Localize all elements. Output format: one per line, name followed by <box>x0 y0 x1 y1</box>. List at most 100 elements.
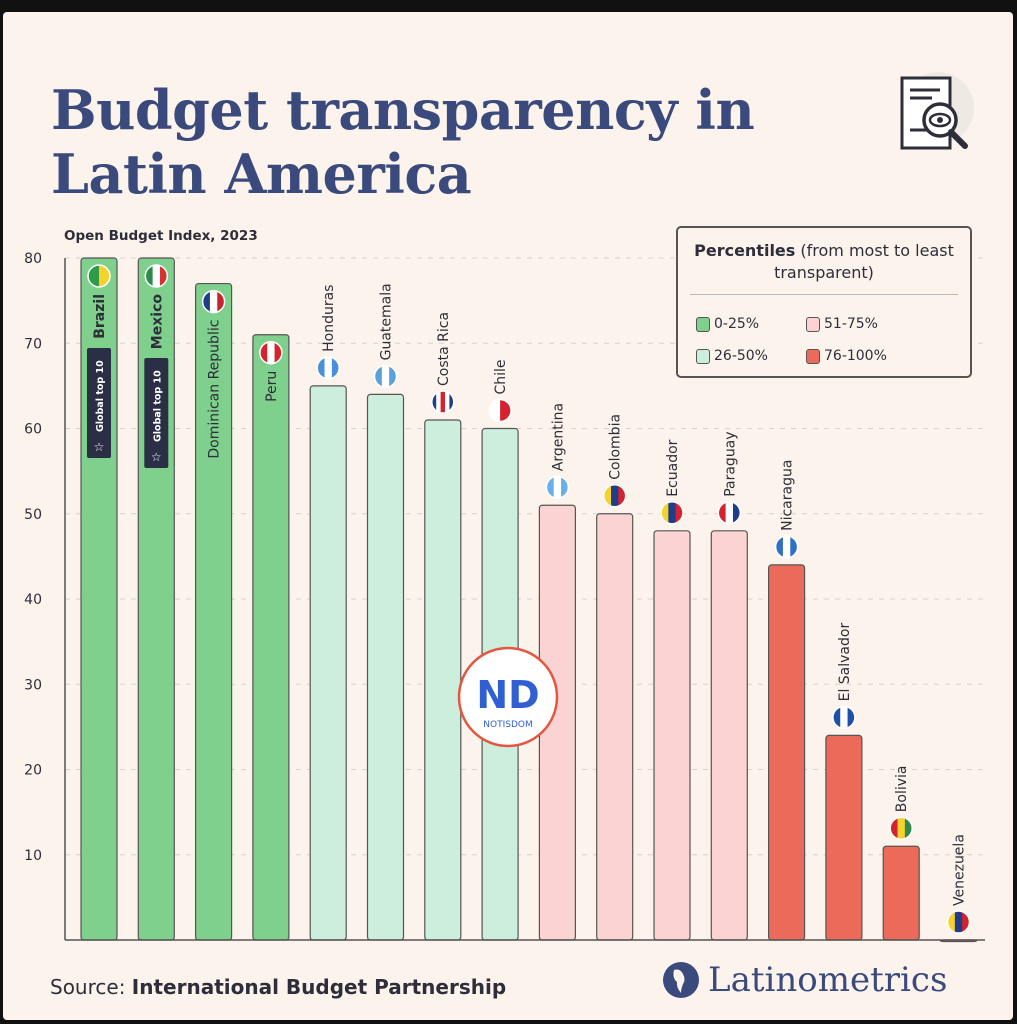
y-tick-label: 20 <box>24 763 42 779</box>
legend-swatch <box>806 348 820 364</box>
latinometrics-logo: Latinometrics <box>662 960 947 1000</box>
flag-stripe <box>381 365 390 388</box>
country-label: Nicaragua <box>780 460 796 531</box>
flag-stripe <box>389 365 397 388</box>
flag-icon <box>431 390 455 414</box>
legend-divider <box>690 294 958 295</box>
flag-stripe <box>668 501 677 524</box>
legend-swatch <box>806 316 820 332</box>
flag-border <box>774 535 799 559</box>
flag-border <box>144 264 169 288</box>
flag-stripe <box>152 265 161 287</box>
flag-stripe <box>440 390 446 413</box>
flag-stripe <box>331 356 340 379</box>
bar-group-bolivia: Bolivia <box>882 766 920 941</box>
flag-stripe <box>725 501 734 524</box>
y-axis-label: Open Budget Index, 2023 <box>64 228 258 244</box>
legend-swatch <box>696 316 710 332</box>
flag-border <box>832 705 856 730</box>
country-label: Peru <box>264 371 280 402</box>
star-icon: ☆ <box>151 450 162 464</box>
flag-stripe <box>217 290 225 313</box>
page-title: Budget transparency in Latin America <box>51 78 755 206</box>
flag-icon <box>545 475 570 499</box>
flag-stripe <box>661 501 669 524</box>
source-note: Source: International Budget Partnership <box>50 975 506 999</box>
flag-icon <box>488 398 512 423</box>
flag-stripe <box>500 399 512 422</box>
flag-stripe <box>675 501 683 524</box>
flag-stripe <box>904 817 913 840</box>
flag-icon <box>144 264 169 288</box>
flag-stripe <box>259 341 268 364</box>
country-label: Ecuador <box>665 439 681 496</box>
flag-stripe <box>449 390 454 413</box>
flag-stripe <box>775 535 784 558</box>
bar-group-el-salvador: El Salvador <box>825 623 863 941</box>
flag-icon <box>602 484 627 508</box>
flag-stripe <box>897 817 906 840</box>
flag-stripe <box>847 706 855 729</box>
legend-item-26-50: 26-50% <box>696 348 768 364</box>
country-label: Guatemala <box>379 283 395 360</box>
y-tick-label: 40 <box>24 592 42 608</box>
flag-stripe <box>145 265 154 287</box>
y-tick-label: 10 <box>24 848 42 864</box>
flag-stripe <box>274 341 282 364</box>
flag-stripe <box>618 484 626 507</box>
flag-border <box>602 484 627 508</box>
bar-group-dominican-republic: Dominican Republic <box>195 282 233 941</box>
flag-stripe <box>88 265 100 287</box>
bar-group-mexico: Mexico Global top 10 ☆ <box>137 257 175 941</box>
bar-group-honduras: Honduras <box>309 285 347 941</box>
flag-border <box>201 289 226 314</box>
country-label: Mexico <box>149 294 165 350</box>
globe-logo-icon <box>663 962 699 998</box>
global-top10-text: Global top 10 <box>95 360 106 432</box>
document-magnifier-icon <box>900 72 974 150</box>
flag-stripe <box>954 911 963 933</box>
country-label: Chile <box>493 359 509 394</box>
country-label: Honduras <box>321 285 337 352</box>
bar-group-brazil: Brazil Global top 10 ☆ <box>80 257 118 941</box>
source-name: International Budget Partnership <box>131 975 507 999</box>
bar <box>596 513 634 941</box>
flag-border <box>316 356 340 380</box>
flag-stripe <box>890 817 899 840</box>
country-label: Costa Rica <box>436 312 452 386</box>
bar-group-nicaragua: Nicaragua <box>767 460 806 941</box>
flag-stripe <box>611 484 619 507</box>
y-tick-label: 80 <box>24 251 42 267</box>
legend: Percentiles (from most to least transpar… <box>676 226 972 378</box>
flag-border <box>259 340 283 365</box>
country-label: Colombia <box>608 414 624 480</box>
bar <box>252 334 290 941</box>
flag-border <box>373 364 398 389</box>
bar-group-argentina: Argentina <box>538 403 577 941</box>
bar-group-peru: Peru <box>252 334 290 941</box>
flag-border <box>87 264 111 288</box>
flag-stripe <box>99 265 110 287</box>
country-label: El Salvador <box>837 623 853 702</box>
legend-label: 0-25% <box>714 316 760 332</box>
y-tick-label: 70 <box>24 336 42 352</box>
flag-icon <box>316 356 340 380</box>
bar-group-ecuador: Ecuador <box>653 439 691 941</box>
flag-border <box>717 501 742 525</box>
flag-border <box>946 910 971 934</box>
flag-stripe <box>553 476 562 499</box>
y-tick-label: 30 <box>24 677 42 693</box>
title-line-1: Budget transparency in <box>51 78 755 142</box>
flag-stripe <box>732 501 741 524</box>
bar <box>653 530 691 941</box>
legend-label: 51-75% <box>824 316 878 332</box>
flag-stripe <box>374 365 383 388</box>
flag-stripe <box>317 356 326 379</box>
legend-item-76-100: 76-100% <box>806 348 887 364</box>
legend-title: Percentiles (from most to least transpar… <box>678 240 970 284</box>
flag-stripe <box>202 290 211 313</box>
global-top10-text: Global top 10 <box>152 370 163 442</box>
star-icon: ☆ <box>94 440 105 454</box>
notisdom-watermark: ND NOTISDOM <box>457 646 559 748</box>
